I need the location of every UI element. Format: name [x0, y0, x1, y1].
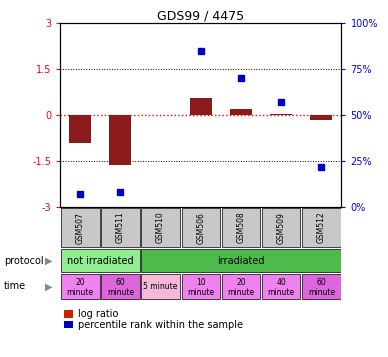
Text: 20: 20	[75, 278, 85, 287]
Text: time: time	[4, 281, 26, 292]
Text: GSM510: GSM510	[156, 212, 165, 243]
Bar	[101, 274, 140, 299]
Bar	[190, 98, 212, 115]
Text: GSM512: GSM512	[317, 212, 326, 243]
Text: minute: minute	[227, 288, 255, 297]
Text: log ratio: log ratio	[78, 309, 119, 319]
Bar	[222, 208, 260, 247]
Text: protocol: protocol	[4, 256, 43, 266]
Bar	[262, 274, 300, 299]
Text: GSM507: GSM507	[76, 212, 85, 243]
Bar	[61, 249, 140, 272]
Text: minute: minute	[107, 288, 134, 297]
Bar	[230, 109, 252, 115]
Text: minute: minute	[268, 288, 295, 297]
Bar	[69, 115, 91, 143]
Text: minute: minute	[67, 288, 94, 297]
Text: 5 minute: 5 minute	[144, 282, 178, 291]
Bar	[182, 274, 220, 299]
Text: minute: minute	[187, 288, 214, 297]
Bar	[61, 274, 99, 299]
Text: 20: 20	[236, 278, 246, 287]
Text: GSM508: GSM508	[236, 212, 246, 243]
Bar	[182, 208, 220, 247]
Bar	[270, 114, 292, 115]
Text: not irradiated: not irradiated	[67, 256, 133, 266]
Text: ▶: ▶	[45, 256, 52, 266]
Text: percentile rank within the sample: percentile rank within the sample	[78, 320, 243, 330]
Text: GSM509: GSM509	[277, 212, 286, 243]
Bar	[61, 208, 99, 247]
Text: GSM511: GSM511	[116, 212, 125, 243]
Bar	[101, 208, 140, 247]
Text: ▶: ▶	[45, 281, 52, 292]
Text: 10: 10	[196, 278, 206, 287]
Bar	[262, 208, 300, 247]
Bar	[222, 274, 260, 299]
Bar	[302, 274, 341, 299]
Text: minute: minute	[308, 288, 335, 297]
Bar	[302, 208, 341, 247]
Text: 60: 60	[317, 278, 326, 287]
Bar	[141, 274, 180, 299]
Bar	[109, 115, 132, 165]
Text: 60: 60	[116, 278, 125, 287]
Text: 40: 40	[276, 278, 286, 287]
Bar	[141, 249, 341, 272]
Title: GDS99 / 4475: GDS99 / 4475	[157, 9, 244, 22]
Bar	[141, 208, 180, 247]
Text: GSM506: GSM506	[196, 212, 205, 243]
Text: irradiated: irradiated	[217, 256, 265, 266]
Bar	[310, 115, 333, 120]
